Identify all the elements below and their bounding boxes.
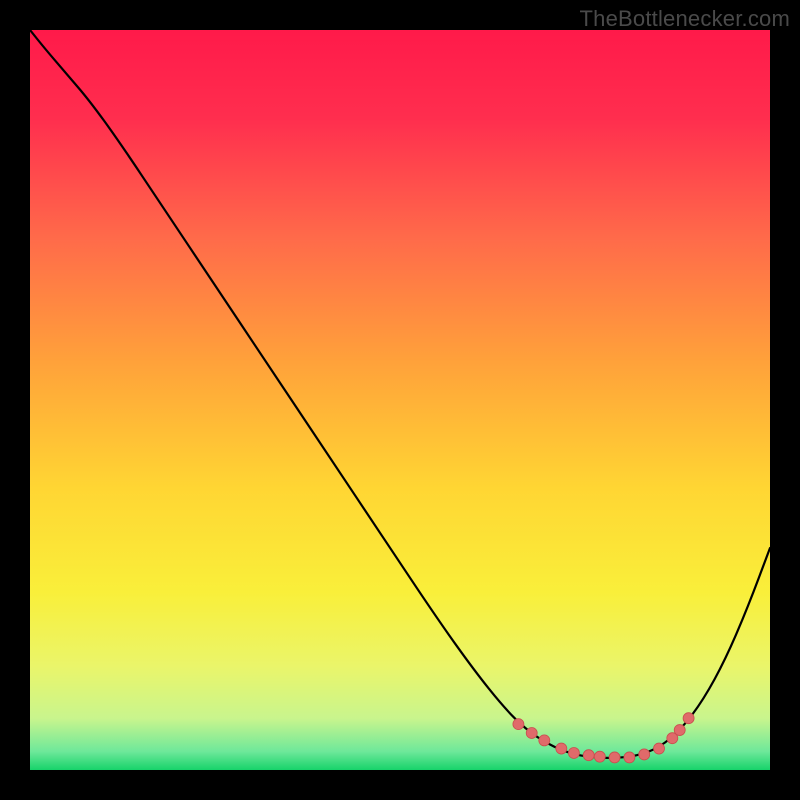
curve-marker xyxy=(674,725,685,736)
curve-marker xyxy=(624,752,635,763)
watermark-text: TheBottlenecker.com xyxy=(580,6,790,32)
bottleneck-curve xyxy=(30,30,770,758)
curve-marker xyxy=(513,719,524,730)
curve-marker xyxy=(683,713,694,724)
curve-marker xyxy=(556,743,567,754)
curve-marker xyxy=(583,750,594,761)
curve-marker xyxy=(568,747,579,758)
curve-marker xyxy=(609,752,620,763)
plot-area xyxy=(30,30,770,770)
curve-marker xyxy=(594,751,605,762)
curve-marker xyxy=(539,735,550,746)
marker-group xyxy=(513,713,694,763)
curve-marker xyxy=(654,743,665,754)
curve-marker xyxy=(639,749,650,760)
curve-marker xyxy=(526,728,537,739)
curve-layer xyxy=(30,30,770,770)
chart-container: TheBottlenecker.com xyxy=(0,0,800,800)
